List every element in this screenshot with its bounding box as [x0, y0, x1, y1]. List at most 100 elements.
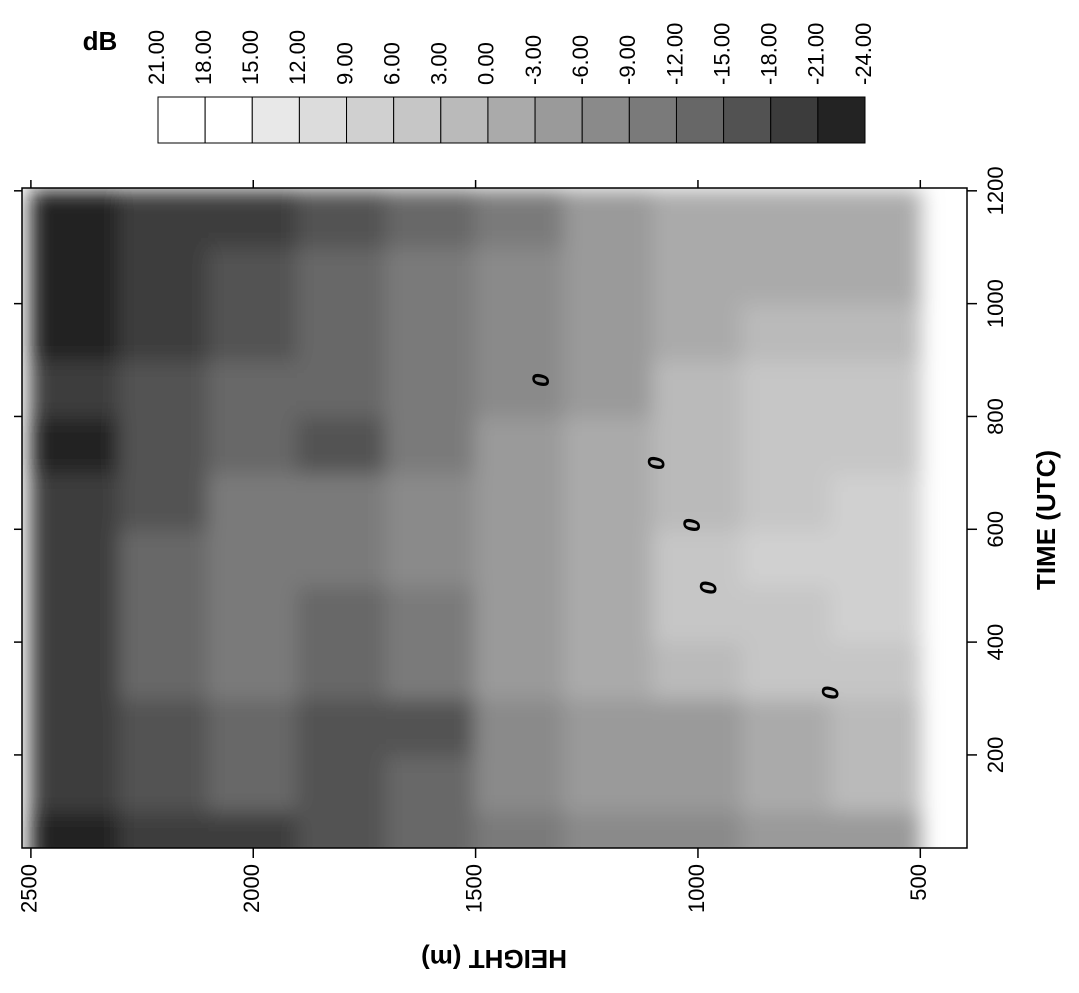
contour-cell	[29, 810, 121, 848]
contour-cell	[385, 246, 477, 305]
y-tick-label: 500	[906, 864, 931, 901]
x-tick-label: 800	[983, 398, 1008, 435]
colorbar-title: dB	[83, 26, 118, 56]
contour-cell	[385, 415, 477, 474]
contour-cell	[652, 359, 744, 418]
x-axis-title: TIME (UTC)	[1031, 450, 1061, 590]
contour-cell	[830, 246, 922, 305]
contour-cell	[474, 584, 566, 644]
plot-frame	[21, 187, 968, 849]
colorbar-box	[628, 96, 677, 144]
contour-cell	[652, 528, 744, 587]
contour-cell	[563, 246, 655, 305]
y-tick-label: 2000	[239, 864, 264, 913]
contour-cell	[563, 641, 655, 700]
contour-cell	[563, 302, 655, 362]
contour-cell	[563, 528, 655, 587]
colorbar-label: 0.00	[474, 42, 499, 85]
colorbar-label: 12.00	[285, 30, 310, 85]
colorbar-label: 15.00	[238, 30, 263, 85]
contour-cell	[385, 584, 477, 644]
contour-cell	[474, 528, 566, 587]
colorbar-box	[770, 96, 819, 144]
contour-cell	[563, 471, 655, 531]
contour-cell	[118, 359, 210, 418]
colorbar-box	[817, 96, 866, 144]
colorbar-box	[204, 96, 253, 144]
contour-cell	[830, 528, 922, 587]
contour-cell	[29, 302, 121, 362]
contour-cell	[652, 584, 744, 644]
contour-cell	[474, 810, 566, 848]
colorbar-box	[251, 96, 300, 144]
contour-cell	[385, 810, 477, 848]
contour-label: 0	[528, 373, 555, 387]
contour-cell	[296, 415, 388, 474]
y-axis-title: HEIGHT (m)	[421, 944, 567, 974]
contour-cell	[29, 246, 121, 305]
colorbar-box	[487, 96, 536, 144]
colorbar-label: -15.00	[709, 23, 734, 85]
colorbar-box	[723, 96, 772, 144]
contour-cell	[29, 189, 121, 249]
colorbar-label: -12.00	[662, 23, 687, 85]
contour-cell	[830, 189, 922, 249]
contour-cell	[207, 302, 299, 362]
colorbar-label: -18.00	[757, 23, 782, 85]
contour-cell	[563, 810, 655, 848]
contour-cell	[563, 189, 655, 249]
contour-cell	[207, 810, 299, 848]
contour-cell	[296, 753, 388, 813]
contour-cell	[118, 528, 210, 587]
contour-cell	[207, 528, 299, 587]
colorbar-label: 18.00	[191, 30, 216, 85]
colorbar-box	[346, 96, 395, 144]
contour-cell	[652, 810, 744, 848]
contour-cell	[741, 359, 833, 418]
contour-cell	[741, 246, 833, 305]
colorbar-label: -6.00	[568, 35, 593, 85]
contour-cell	[830, 359, 922, 418]
contour-cell	[385, 359, 477, 418]
contour-cell	[652, 302, 744, 362]
contour-cell	[296, 246, 388, 305]
contour-cell	[207, 471, 299, 531]
contour-cell	[207, 359, 299, 418]
contour-cell	[741, 753, 833, 813]
y-tick-label: 1000	[684, 864, 709, 913]
contour-cell	[29, 697, 121, 756]
contour-cell	[741, 697, 833, 756]
x-tick-label: 600	[983, 511, 1008, 548]
x-tick-label: 400	[983, 624, 1008, 661]
contour-cell	[296, 641, 388, 700]
contour-cell	[741, 471, 833, 531]
contour-cell	[118, 302, 210, 362]
contour-cell	[741, 415, 833, 474]
contour-cell	[207, 189, 299, 249]
contour-cell	[385, 471, 477, 531]
colorbar-label: -24.00	[851, 23, 876, 85]
contour-cell	[29, 471, 121, 531]
contour-cell	[741, 641, 833, 700]
contour-cell	[830, 302, 922, 362]
contour-cell	[474, 246, 566, 305]
contour-field	[29, 189, 922, 848]
contour-cell	[29, 528, 121, 587]
contour-cell	[474, 697, 566, 756]
contour-cell	[830, 584, 922, 644]
contour-cell	[296, 189, 388, 249]
contour-cell	[296, 359, 388, 418]
contour-cell	[474, 753, 566, 813]
contour-cell	[652, 415, 744, 474]
contour-cell	[741, 810, 833, 848]
contour-cell	[207, 584, 299, 644]
contour-cell	[207, 697, 299, 756]
contour-cell	[118, 753, 210, 813]
y-tick-label: 2500	[17, 864, 42, 913]
contour-cell	[385, 189, 477, 249]
contour-cell	[296, 584, 388, 644]
contour-cell	[29, 415, 121, 474]
rotated-figure: TIME (UTC) HEIGHT (m) dB 200 400 600 800 100…	[14, 23, 1061, 974]
x-tick-label: 1200	[983, 166, 1008, 215]
contour-cells	[29, 189, 922, 848]
